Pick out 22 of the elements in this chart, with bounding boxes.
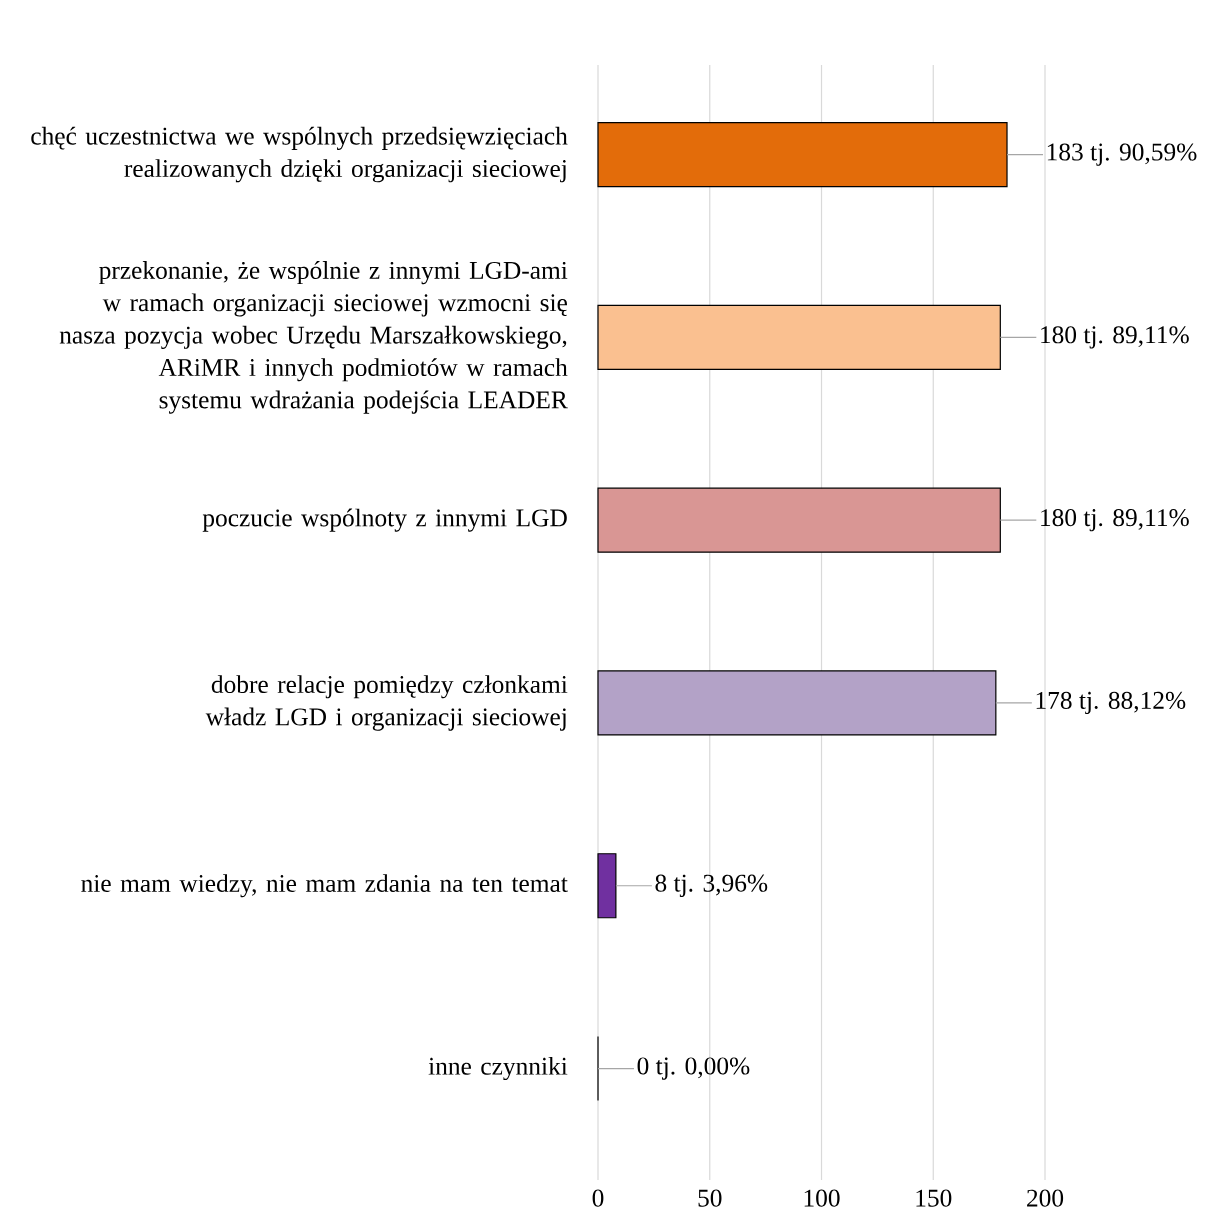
data-label: 178 tj. 88,12% [1036, 691, 1186, 715]
bar [597, 853, 617, 919]
data-label: 183 tj. 90,59% [1047, 143, 1197, 166]
bar [597, 304, 1001, 370]
data-label: 0 tj. 0,00% [637, 1057, 750, 1080]
data-label: 180 tj. 89,11% [1041, 509, 1189, 532]
x-tick-label: 50 [698, 1189, 722, 1207]
y-tick-label: inne czynniki [428, 1056, 568, 1081]
data-label: 8 tj. 3,96% [655, 874, 768, 897]
y-tick-label: poczucie wspólnoty z innymi LGD [202, 508, 567, 532]
y-tick-label: chęć uczestnictwa we wspólnych przedsięwzięciach realizowanych dzięki organizacji sieciowej [31, 126, 568, 183]
y-tick-label: nie mam wiedzy, nie mam zdania na ten temat [81, 874, 568, 898]
bar [597, 487, 1001, 553]
x-tick-label: 0 [592, 1189, 604, 1207]
x-tick-label: 150 [916, 1189, 952, 1207]
bar [597, 670, 997, 736]
y-tick-label: przekonanie, że wspólnie z innymi LGD-ami w ramach organizacji sieciowej wzmocni się nasza pozycja wobec Urzędu Marszałkowskiego, ARiMR i innych podmiotów w ramach systemu wdrażania podejścia LEADER [59, 261, 568, 414]
x-tick-label: 100 [804, 1189, 840, 1207]
data-label: 180 tj. 89,11% [1041, 326, 1189, 349]
bar [597, 121, 1008, 188]
y-tick-label: dobre relacje pomiędzy członkami władz LGD i organizacji sieciowej [205, 675, 568, 731]
x-tick-label: 200 [1027, 1189, 1064, 1207]
